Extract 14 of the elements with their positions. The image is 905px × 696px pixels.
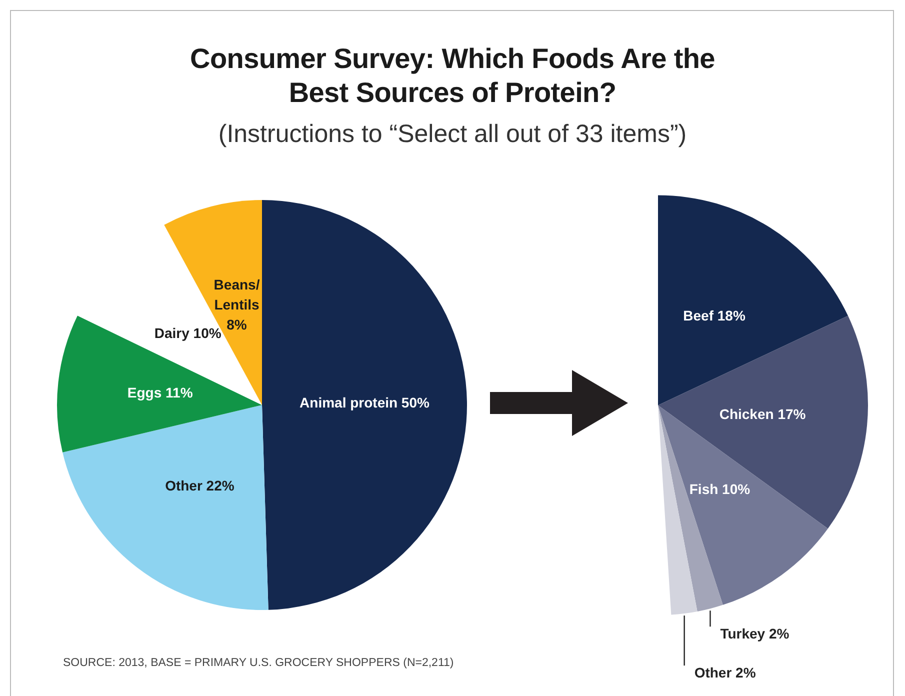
slice-label: Turkey 2% (720, 625, 790, 642)
chart-title: Consumer Survey: Which Foods Are the Best Sources of Protein? (189, 42, 716, 110)
chart-subtitle: (Instructions to “Select all out of 33 items”) (217, 120, 688, 149)
slice-label: Animal protein 50% (300, 394, 430, 410)
source-note: SOURCE: 2013, BASE = PRIMARY U.S. GROCERY SHOPPERS (N=2,211) (63, 657, 454, 669)
slice-label: Beans/Lentils (214, 276, 260, 313)
slice-label: Dairy 10% (154, 325, 222, 342)
data-label: 8% (226, 316, 248, 333)
slice-label: Other 22% (165, 477, 235, 494)
slice-label: Fish 10% (689, 481, 751, 498)
slice-label: Chicken 17% (719, 406, 806, 422)
slice-label: Beef 18% (683, 307, 746, 324)
slice-label: Other 2% (694, 664, 756, 680)
slice-label: Eggs 11% (127, 384, 194, 401)
